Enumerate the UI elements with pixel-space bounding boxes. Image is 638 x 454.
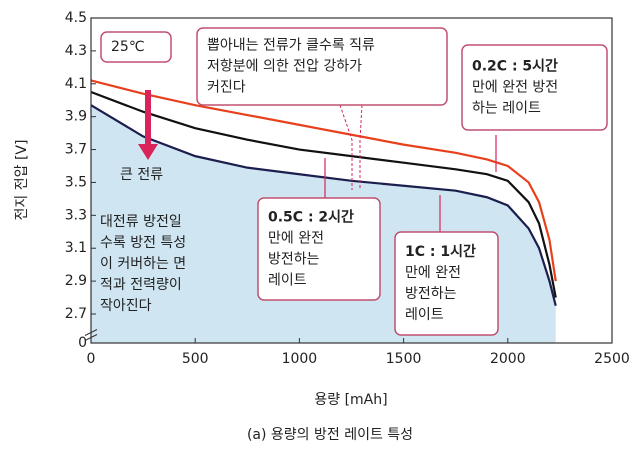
annotation-box — [100, 31, 172, 63]
y-tick-label: 4.1 — [65, 76, 87, 92]
annotation-text: 방전하는 — [268, 252, 320, 268]
annotation-text: 25℃ — [111, 39, 145, 55]
axis-break — [84, 329, 98, 341]
annotation-text: 이 커버하는 면 — [100, 256, 186, 272]
annotation-text: 만에 완전 방전 — [472, 80, 558, 96]
annotation-text: 0.5C : 2시간 — [268, 209, 354, 226]
annotation-box — [257, 197, 381, 301]
annotation-text: 1C : 1시간 — [405, 243, 476, 260]
annotation-box — [196, 27, 448, 106]
annotation-text: 방전하는 — [405, 286, 457, 302]
y-tick-label: 3.5 — [65, 174, 87, 190]
annotation-text: 작아진다 — [100, 298, 152, 314]
x-tick-label: 500 — [182, 351, 209, 367]
annotation-text: 뽑아내는 전류가 클수록 직류 — [207, 38, 375, 54]
arrow-head — [138, 144, 158, 160]
annotation-text: 레이트 — [405, 307, 444, 323]
x-tick-label: 2000 — [490, 351, 526, 367]
series-line — [90, 79, 557, 282]
caption: (a) 용량의 방전 레이트 특성 — [247, 427, 413, 443]
x-tick-label: 1000 — [282, 351, 318, 367]
annotation-text: 만에 완전 — [405, 265, 461, 281]
annotation-text: 저항분에 의한 전압 강하가 — [207, 59, 362, 75]
y-tick-label: 3.9 — [65, 109, 87, 125]
annotation-box — [461, 44, 608, 131]
annotation-text: 수록 방전 특성 — [100, 235, 186, 251]
y-tick-label: 3.1 — [65, 240, 87, 256]
annotation-text: 큰 전류 — [120, 167, 163, 183]
y-tick-label: 4.3 — [65, 43, 87, 59]
y-axis-label: 전지 전압 [V] — [14, 140, 30, 221]
annotation-text: 커진다 — [207, 80, 246, 96]
y-tick-label: 0 — [78, 335, 87, 351]
y-tick-label: 3.3 — [65, 207, 87, 223]
annotation-text: 레이트 — [268, 273, 307, 289]
annotation-text: 0.2C : 5시간 — [472, 58, 558, 75]
y-tick-label: 2.7 — [65, 306, 87, 322]
y-tick-label: 4.5 — [65, 10, 87, 26]
x-axis-label: 용량 [mAh] — [314, 392, 387, 408]
y-tick-label: 3.7 — [65, 142, 87, 158]
x-tick-label: 0 — [87, 351, 96, 367]
x-tick-label: 1500 — [386, 351, 422, 367]
annotation-text: 대전류 방전일 — [100, 214, 182, 230]
plot-frame — [90, 17, 613, 344]
x-tick-label: 2500 — [594, 351, 630, 367]
pointer-tail — [339, 104, 363, 190]
annotation-box — [394, 231, 499, 336]
y-tick-label: 2.9 — [65, 273, 87, 289]
series-line — [90, 90, 557, 298]
annotation-text: 적과 전력량이 — [100, 277, 182, 293]
annotation-text: 만에 완전 — [268, 231, 324, 247]
annotation-text: 하는 레이트 — [472, 101, 541, 117]
series-line — [90, 104, 557, 307]
